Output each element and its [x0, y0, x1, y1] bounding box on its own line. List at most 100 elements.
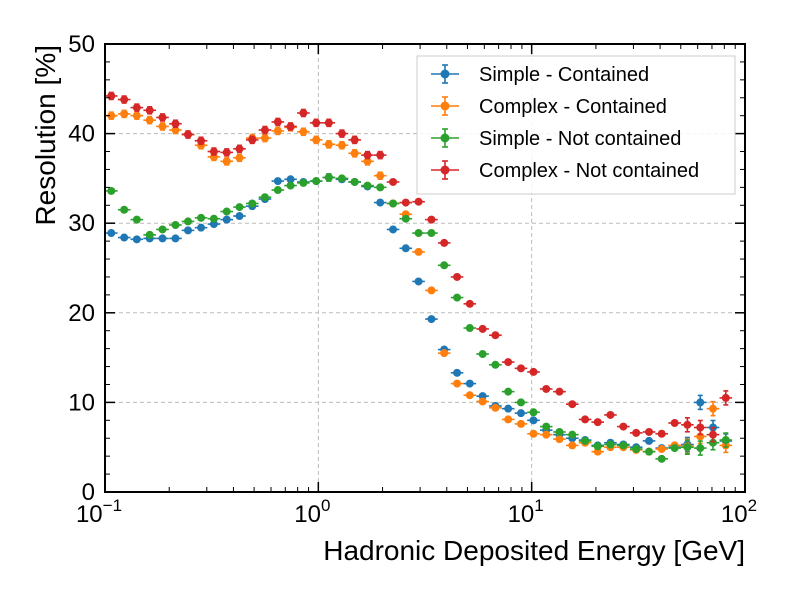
data-point [414, 247, 423, 256]
data-point [312, 177, 321, 186]
data-point [184, 226, 193, 235]
data-point [529, 429, 538, 438]
data-point [171, 234, 180, 243]
x-tick-label: 100 [294, 496, 330, 528]
data-point [120, 109, 129, 118]
tick-layer [104, 43, 746, 493]
data-point [324, 140, 333, 149]
data-point [504, 404, 513, 413]
data-point [414, 277, 423, 286]
legend-label: Simple - Not contained [479, 128, 681, 150]
data-point [465, 299, 474, 308]
data-point [184, 130, 193, 139]
data-point [145, 116, 154, 125]
data-point [529, 408, 538, 417]
data-point [107, 111, 116, 120]
data-point [657, 444, 666, 453]
data-point [273, 117, 282, 126]
data-point [299, 178, 308, 187]
data-point [683, 420, 692, 429]
data-point [440, 238, 449, 247]
legend-marker [440, 165, 450, 175]
legend-marker [440, 101, 450, 111]
data-point [286, 181, 295, 190]
data-point [389, 199, 398, 208]
data-point [363, 151, 372, 160]
data-point [299, 127, 308, 136]
legend-marker [440, 133, 450, 143]
data-point [260, 134, 269, 143]
data-point [401, 198, 410, 207]
data-point [516, 398, 525, 407]
data-point [273, 126, 282, 135]
data-point [401, 244, 410, 253]
legend-box [416, 55, 736, 195]
data-point [273, 186, 282, 195]
data-point [593, 418, 602, 427]
data-point [670, 444, 679, 453]
data-point [222, 157, 231, 166]
data-point [120, 95, 129, 104]
data-point [453, 293, 462, 302]
data-point [491, 360, 500, 369]
data-point [197, 136, 206, 145]
data-point [709, 430, 718, 439]
data-point [286, 122, 295, 131]
x-tick-label: 102 [721, 496, 757, 528]
data-point [504, 415, 513, 424]
data-point [568, 430, 577, 439]
data-point [696, 398, 705, 407]
data-point [184, 217, 193, 226]
data-point [478, 397, 487, 406]
data-point [120, 233, 129, 242]
data-point [350, 135, 359, 144]
data-point [235, 144, 244, 153]
data-point [324, 118, 333, 127]
data-point [529, 367, 538, 376]
y-tick-label: 0 [82, 479, 95, 506]
data-point [657, 429, 666, 438]
data-point [389, 225, 398, 234]
data-point [235, 212, 244, 221]
data-point [324, 173, 333, 182]
data-point [542, 430, 551, 439]
data-point [350, 149, 359, 158]
data-point [260, 126, 269, 135]
data-point [645, 447, 654, 456]
data-point [555, 387, 564, 396]
data-point [273, 177, 282, 186]
data-point [337, 141, 346, 150]
data-point [145, 106, 154, 115]
data-point [363, 181, 372, 190]
data-point [465, 324, 474, 333]
data-point [619, 422, 628, 431]
tick-label-layer: 0 10 20 30 40 50 10−1 100 101 102 [68, 31, 757, 528]
data-point [427, 229, 436, 238]
legend-label: Simple - Contained [479, 64, 649, 86]
data-point [197, 223, 206, 232]
data-point [132, 103, 141, 112]
data-point [427, 286, 436, 295]
data-point [619, 441, 628, 450]
data-point [516, 364, 525, 373]
x-tick-label: 10−1 [76, 496, 122, 528]
data-point [504, 358, 513, 367]
data-point [145, 230, 154, 239]
y-tick-label: 20 [68, 300, 95, 327]
data-point [709, 438, 718, 447]
data-point [427, 215, 436, 224]
data-point [350, 177, 359, 186]
series-4 [104, 91, 733, 443]
data-point [158, 122, 167, 131]
data-point [516, 409, 525, 418]
data-point [478, 324, 487, 333]
data-point [491, 331, 500, 340]
data-point [209, 147, 218, 156]
data-point [248, 199, 257, 208]
y-tick-label: 40 [68, 121, 95, 148]
data-point [645, 436, 654, 445]
data-point [440, 261, 449, 270]
data-point [414, 229, 423, 238]
data-point [529, 416, 538, 425]
data-point [132, 235, 141, 244]
